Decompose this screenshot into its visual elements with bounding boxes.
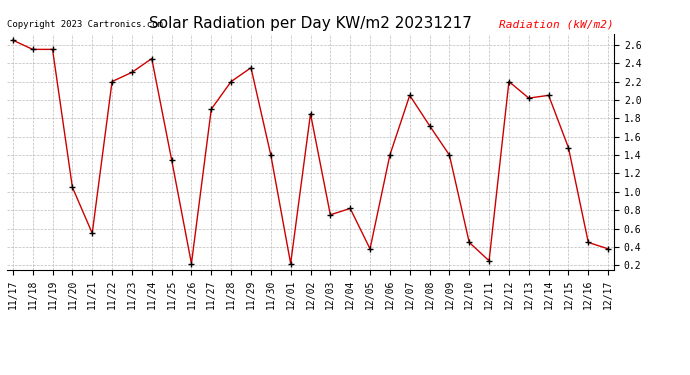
Text: Copyright 2023 Cartronics.com: Copyright 2023 Cartronics.com — [7, 20, 163, 29]
Text: Radiation (kW/m2): Radiation (kW/m2) — [500, 19, 614, 29]
Title: Solar Radiation per Day KW/m2 20231217: Solar Radiation per Day KW/m2 20231217 — [149, 16, 472, 31]
